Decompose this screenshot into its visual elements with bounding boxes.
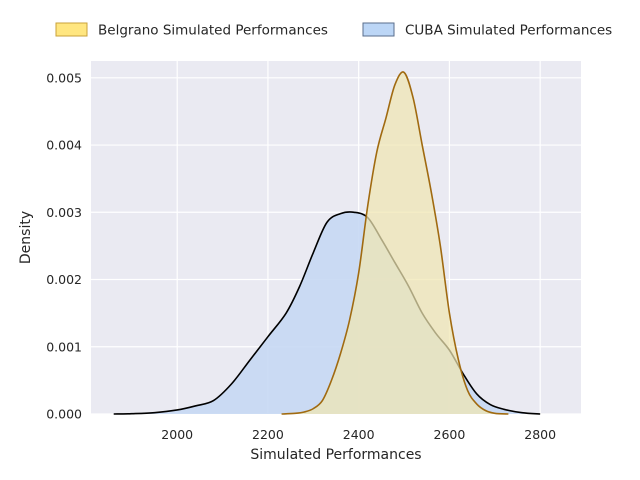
y-tick-label: 0.001 [46,339,82,354]
y-tick-label: 0.005 [46,70,82,85]
cuba-density-line [113,211,541,415]
x-axis-label: Simulated Performances [250,447,421,463]
legend: Belgrano Simulated Performances CUBA Simu… [55,22,612,39]
x-tick-label: 2600 [434,427,466,442]
belgrano-density-line [281,71,509,415]
density-areas [113,71,541,415]
x-tick-label: 2400 [343,427,375,442]
x-axis-ticks: 2000 2200 2400 2600 2800 [161,427,556,442]
legend-label-cuba: CUBA Simulated Performances [405,23,612,39]
x-tick-label: 2800 [524,427,556,442]
y-axis-ticks: 0.000 0.001 0.002 0.003 0.004 0.005 [46,70,82,421]
x-tick-label: 2000 [161,427,193,442]
y-axis-label: Density [18,211,34,264]
legend-label-belgrano: Belgrano Simulated Performances [98,23,328,39]
y-tick-label: 0.004 [46,138,82,153]
x-tick-label: 2200 [252,427,284,442]
legend-swatch-cuba [362,22,395,37]
legend-swatch-belgrano [55,22,88,37]
y-tick-label: 0.003 [46,205,82,220]
y-tick-label: 0.002 [46,272,82,287]
y-tick-label: 0.000 [46,407,82,422]
